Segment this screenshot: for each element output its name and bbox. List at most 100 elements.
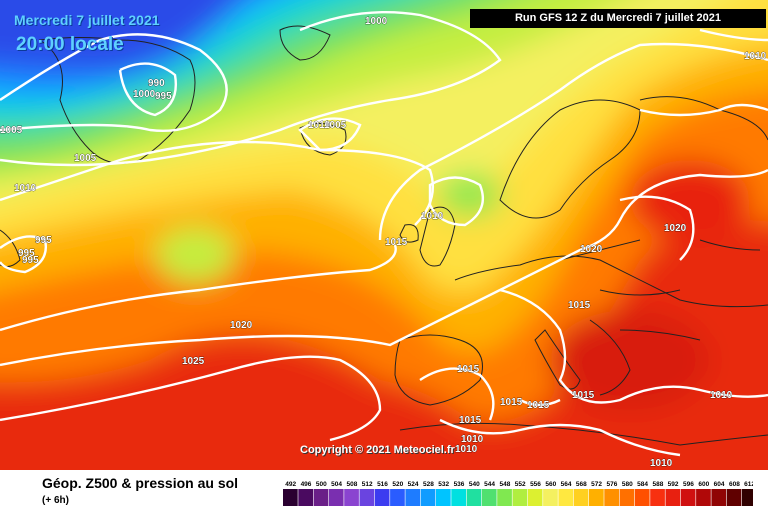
isobar-label: 1015 xyxy=(527,400,550,411)
legend-swatch xyxy=(665,489,681,506)
legend-value-label: 516 xyxy=(377,481,388,488)
isobar-label: 1005 xyxy=(324,120,347,131)
isobar-label: 1015 xyxy=(385,237,408,248)
legend-value-label: 500 xyxy=(316,481,327,488)
isobar-label: 990 xyxy=(148,78,165,89)
legend-value-label: 540 xyxy=(469,481,480,488)
legend-swatch xyxy=(650,489,665,506)
isobar-label: 1015 xyxy=(572,390,595,401)
legend-value-label: 536 xyxy=(454,481,465,488)
legend-value-label: 524 xyxy=(408,481,419,488)
legend-value-label: 612 xyxy=(744,481,753,488)
legend-value-label: 532 xyxy=(438,481,449,488)
legend-value-label: 600 xyxy=(698,481,709,488)
isobar-label: 1015 xyxy=(457,364,480,375)
legend-value-label: 604 xyxy=(714,481,725,488)
legend-swatch xyxy=(726,489,742,506)
legend-value-label: 572 xyxy=(591,481,602,488)
isobar-label: 1020 xyxy=(580,244,603,255)
isobar-label: 1020 xyxy=(664,223,687,234)
isobar-label: 1020 xyxy=(230,320,253,331)
legend-swatch xyxy=(680,489,696,506)
legend-swatch xyxy=(466,489,482,506)
forecast-step: (+ 6h) xyxy=(42,495,69,506)
legend-swatch xyxy=(512,489,528,506)
legend-swatch xyxy=(497,489,512,506)
legend-value-label: 492 xyxy=(285,481,296,488)
isobar-label: 1005 xyxy=(0,125,23,136)
isobar-labels: 1000 990 1000 995 1005 1005 1010 1005 10… xyxy=(0,16,767,470)
legend-value-label: 504 xyxy=(331,481,342,488)
copyright-notice: Copyright © 2021 Meteociel.fr xyxy=(300,444,455,456)
legend-swatch xyxy=(390,489,405,506)
isobar-label: 995 xyxy=(22,255,39,266)
forecast-date: Mercredi 7 juillet 2021 xyxy=(14,12,160,28)
isobar-label: 1010 xyxy=(461,434,484,445)
legend-swatch xyxy=(558,489,574,506)
model-run-info: Run GFS 12 Z du Mercredi 7 juillet 2021 xyxy=(470,9,766,28)
legend-value-label: 576 xyxy=(606,481,617,488)
legend-swatch xyxy=(742,489,753,506)
legend-value-label: 544 xyxy=(484,481,495,488)
legend-value-label: 512 xyxy=(362,481,373,488)
legend-value-label: 496 xyxy=(301,481,312,488)
legend-swatch xyxy=(359,489,375,506)
legend-value-label: 596 xyxy=(683,481,694,488)
isobar-label: 1015 xyxy=(568,300,591,311)
legend-value-label: 564 xyxy=(561,481,572,488)
isobar-label: 1010 xyxy=(710,390,733,401)
legend-swatch xyxy=(573,489,589,506)
legend-swatch xyxy=(619,489,635,506)
isobar-label: 1000 xyxy=(133,89,156,100)
legend-swatch xyxy=(436,489,451,506)
legend-swatch xyxy=(313,489,329,506)
forecast-local-time: 20:00 locale xyxy=(16,34,124,55)
legend-swatch xyxy=(589,489,604,506)
legend-swatch xyxy=(283,489,298,506)
legend-value-label: 548 xyxy=(499,481,510,488)
isobar-label: 1010 xyxy=(650,458,673,469)
legend-swatch xyxy=(344,489,359,506)
legend-swatch xyxy=(405,489,421,506)
legend-value-label: 552 xyxy=(515,481,526,488)
color-scale-legend: 492 496 500 504 508 512 516 520 524 528 532 536 540 5… xyxy=(283,481,753,506)
legend-value-label: 528 xyxy=(423,481,434,488)
legend-value-label: 568 xyxy=(576,481,587,488)
legend-value-label: 608 xyxy=(729,481,740,488)
legend-value-label: 580 xyxy=(622,481,633,488)
legend-swatch xyxy=(451,489,466,506)
map-product-title: Géop. Z500 & pression au sol xyxy=(42,475,239,491)
geopotential-color-field xyxy=(0,0,768,470)
legend-value-label: 592 xyxy=(668,481,679,488)
legend-value-label: 560 xyxy=(545,481,556,488)
legend-value-label: 588 xyxy=(652,481,663,488)
isobar-lines xyxy=(0,10,768,457)
legend-value-label: 556 xyxy=(530,481,541,488)
legend-swatch xyxy=(604,489,619,506)
isobar-label: 995 xyxy=(35,235,52,246)
isobar-label: 995 xyxy=(155,91,172,102)
isobar-label: 1010 xyxy=(421,211,444,222)
isobar-label: 1010 xyxy=(455,444,478,455)
legend-swatch xyxy=(298,489,313,506)
legend-swatch xyxy=(696,489,711,506)
legend-swatch xyxy=(374,489,390,506)
legend-value-label: 520 xyxy=(392,481,403,488)
legend-swatch xyxy=(527,489,543,506)
isobar-label: 1000 xyxy=(365,16,388,27)
isobar-label: 1015 xyxy=(459,415,482,426)
legend-swatch xyxy=(420,489,436,506)
isobar-label: 1015 xyxy=(500,397,523,408)
legend-swatch xyxy=(634,489,650,506)
isobar-label: 1025 xyxy=(182,356,205,367)
geopotential-map: 1000 990 1000 995 1005 1005 1010 1005 10… xyxy=(0,0,768,470)
isobar-label: 1010 xyxy=(744,51,767,62)
legend-value-label: 584 xyxy=(637,481,648,488)
legend-swatch xyxy=(711,489,727,506)
isobar-label: 1010 xyxy=(14,183,37,194)
legend-swatch xyxy=(543,489,558,506)
legend-swatch xyxy=(481,489,497,506)
legend-value-label: 508 xyxy=(346,481,357,488)
legend-swatch xyxy=(328,489,344,506)
